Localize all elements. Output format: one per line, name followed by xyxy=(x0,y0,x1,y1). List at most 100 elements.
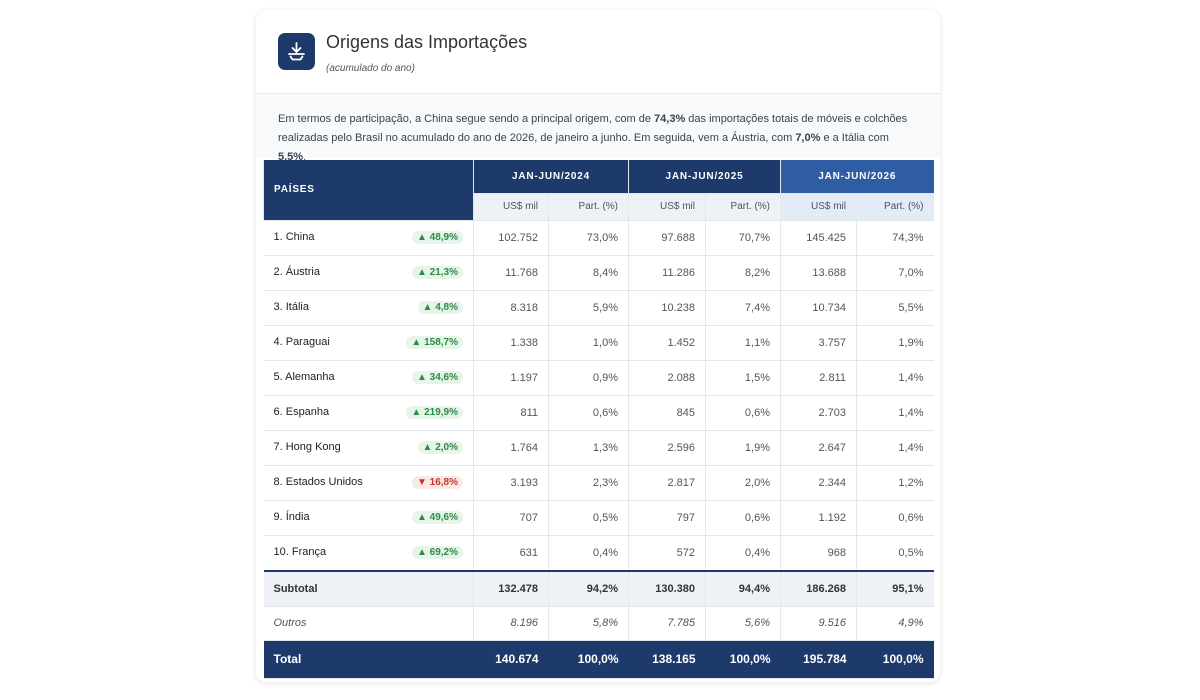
value-cell: 70,7% xyxy=(705,220,781,256)
country-cell: ▲ 2,0% 7. Hong Kong xyxy=(263,430,474,466)
value-cell: 186.268 xyxy=(780,570,857,607)
country-cell: ▲ 49,6% 9. Índia xyxy=(263,500,474,536)
value-cell: 5,6% xyxy=(705,606,781,641)
value-cell: 707 xyxy=(473,500,549,536)
text: das importações totais de móveis e colch… xyxy=(278,113,908,144)
value-cell: 968 xyxy=(780,535,857,572)
country-row: ▲ 34,6% 5. Alemanha 1.197 0,9% 2.088 1,5% 2.81… xyxy=(263,360,934,396)
value-cell: 8,4% xyxy=(548,255,629,291)
row-label: Total xyxy=(263,640,474,679)
country-cell: ▲ 158,7% 4. Paraguai xyxy=(263,325,474,361)
text: e a Itália com xyxy=(820,132,889,144)
country-row: ▼ 16,8% 8. Estados Unidos 3.193 2,3% 2.817 2,… xyxy=(263,465,934,501)
country-cell: ▼ 16,8% 8. Estados Unidos xyxy=(263,465,474,501)
value-cell: 0,4% xyxy=(705,535,781,572)
value-cell: 13.688 xyxy=(780,255,857,291)
change-badge: ▲ 34,6% xyxy=(411,371,463,384)
value-cell: 631 xyxy=(473,535,549,572)
trend-arrow: ▲ xyxy=(416,232,430,243)
value-cell: 0,9% xyxy=(548,360,629,396)
change-badge: ▲ 2,0% xyxy=(417,441,463,454)
value-cell: 2.596 xyxy=(628,430,706,466)
value-cell: 3.193 xyxy=(473,465,549,501)
country-name: 10. França xyxy=(273,546,327,558)
country-cell: ▲ 219,9% 6. Espanha xyxy=(263,395,474,431)
value-cell: 100,0% xyxy=(548,640,629,679)
value-cell: 1,9% xyxy=(856,325,934,361)
table: PAÍSES JAN-JUN/2024 JAN-JUN/2025 JAN-JUN/20… xyxy=(263,160,934,679)
value-cell: 140.674 xyxy=(473,640,549,679)
header-row: PAÍSES JAN-JUN/2024 JAN-JUN/2025 JAN-JUN/20… xyxy=(263,160,934,221)
value-cell: 95,1% xyxy=(856,570,934,607)
value-cell: 8,2% xyxy=(705,255,781,291)
value-cell: 1,5% xyxy=(705,360,781,396)
country-row: ▲ 4,8% 3. Itália 8.318 5,9% 10.238 7,4% 10.734… xyxy=(263,290,934,326)
value-cell: 0,6% xyxy=(856,500,934,536)
value-cell: 4,9% xyxy=(856,606,934,641)
unit-header: US$ mil xyxy=(628,193,706,221)
value-cell: 0,6% xyxy=(705,395,781,431)
value-cell: 10.238 xyxy=(628,290,706,326)
subtitle: (acumulado do ano) xyxy=(326,63,415,74)
trend-arrow: ▲ xyxy=(422,302,436,313)
text: Em termos de participação, a China segue… xyxy=(278,113,655,125)
country-row: ▲ 48,9% 1. China 102.752 73,0% 97.688 70,7% 14… xyxy=(263,220,934,256)
country-name: 1. China xyxy=(273,231,315,243)
change-badge: ▼ 16,8% xyxy=(411,476,463,489)
value-cell: 0,4% xyxy=(548,535,629,572)
country-cell: ▲ 21,3% 2. Áustria xyxy=(263,255,474,291)
header: Origens das Importações (acumulado do an… xyxy=(256,10,940,94)
value-cell: 1,4% xyxy=(856,395,934,431)
value-cell: 1.197 xyxy=(473,360,549,396)
country-cell: ▲ 4,8% 3. Itália xyxy=(263,290,474,326)
change: 34,6% xyxy=(429,372,458,383)
value-cell: 0,5% xyxy=(856,535,934,572)
value-cell: 94,4% xyxy=(705,570,781,607)
value-cell: 811 xyxy=(473,395,549,431)
country-name: 2. Áustria xyxy=(273,266,320,278)
value-cell: 7,4% xyxy=(705,290,781,326)
trend-arrow: ▼ xyxy=(416,477,430,488)
change-badge: ▲ 158,7% xyxy=(406,336,463,349)
value-cell: 195.784 xyxy=(780,640,857,679)
country-row: ▲ 21,3% 2. Áustria 11.768 8,4% 11.286 8,2% 13.… xyxy=(263,255,934,291)
value-cell: 1,4% xyxy=(856,430,934,466)
value-cell: 7.785 xyxy=(628,606,706,641)
text: 74,3% xyxy=(654,113,686,125)
text: . xyxy=(303,151,307,163)
value-cell: 94,2% xyxy=(548,570,629,607)
value-cell: 1,3% xyxy=(548,430,629,466)
change: 4,8% xyxy=(435,302,458,313)
value-cell: 0,6% xyxy=(548,395,629,431)
value-cell: 5,8% xyxy=(548,606,629,641)
value-cell: 2,3% xyxy=(548,465,629,501)
value-cell: 2.647 xyxy=(780,430,857,466)
value-cell: 2.088 xyxy=(628,360,706,396)
unit-header: Part. (%) xyxy=(856,193,934,221)
value-cell: 3.757 xyxy=(780,325,857,361)
trend-arrow: ▲ xyxy=(416,372,430,383)
country-name: 9. Índia xyxy=(273,511,310,523)
value-cell: 11.286 xyxy=(628,255,706,291)
change-badge: ▲ 69,2% xyxy=(411,546,463,559)
icon xyxy=(278,33,315,70)
value-cell: 845 xyxy=(628,395,706,431)
value-cell: 1,4% xyxy=(856,360,934,396)
country-cell: ▲ 34,6% 5. Alemanha xyxy=(263,360,474,396)
trend-arrow: ▲ xyxy=(411,337,425,348)
unit-header: Part. (%) xyxy=(548,193,629,221)
country-cell: ▲ 69,2% 10. França xyxy=(263,535,474,572)
change: 21,3% xyxy=(429,267,458,278)
period-header: JAN-JUN/2026 xyxy=(780,160,934,194)
value-cell: 74,3% xyxy=(856,220,934,256)
value-cell: 5,5% xyxy=(856,290,934,326)
value-cell: 1,2% xyxy=(856,465,934,501)
country-name: 3. Itália xyxy=(273,301,309,313)
others-row: Outros 8.196 5,8% 7.785 5,6% 9.516 4,9% xyxy=(263,606,934,641)
value-cell: 8.196 xyxy=(473,606,549,641)
trend-arrow: ▲ xyxy=(416,267,430,278)
change: 49,6% xyxy=(429,512,458,523)
change: 69,2% xyxy=(429,547,458,558)
value-cell: 130.380 xyxy=(628,570,706,607)
country-row: ▲ 2,0% 7. Hong Kong 1.764 1,3% 2.596 1,9% 2.64… xyxy=(263,430,934,466)
